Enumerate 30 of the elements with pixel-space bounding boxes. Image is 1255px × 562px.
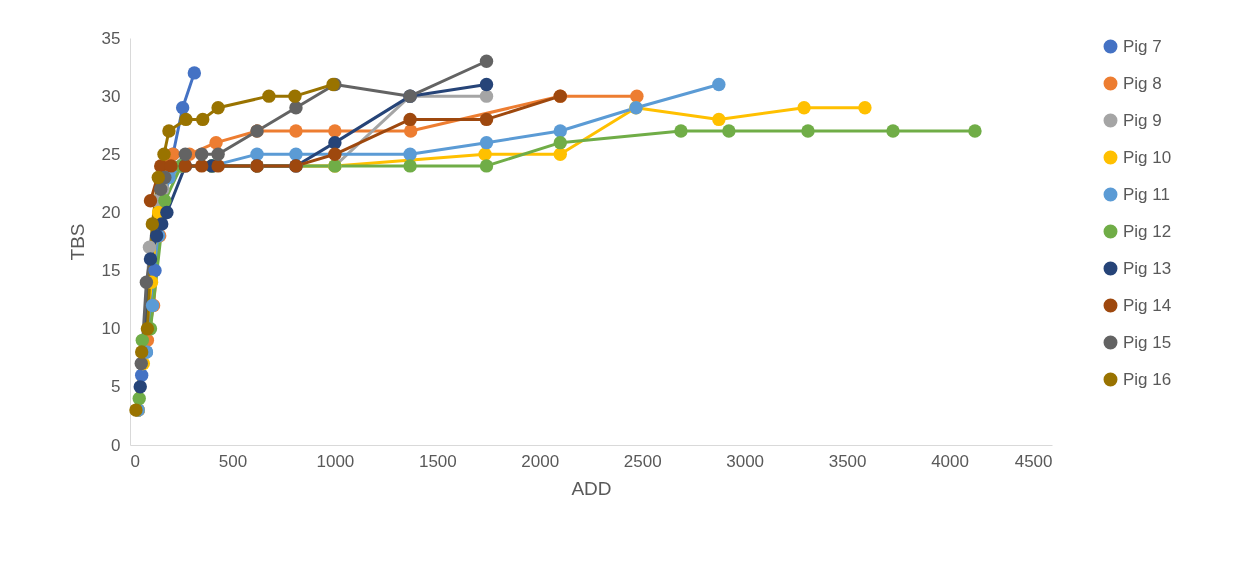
legend-label: Pig 12 bbox=[1123, 221, 1172, 241]
y-axis-title: TBS bbox=[66, 223, 88, 261]
y-tick-label: 30 bbox=[101, 86, 121, 106]
y-tick-label: 35 bbox=[101, 28, 121, 48]
x-tick-label: 500 bbox=[218, 451, 248, 471]
x-tick-label: 1000 bbox=[316, 451, 355, 471]
legend-label: Pig 14 bbox=[1123, 295, 1172, 315]
x-tick-label: 3000 bbox=[726, 451, 765, 471]
legend-label: Pig 13 bbox=[1123, 258, 1172, 278]
legend-label: Pig 11 bbox=[1123, 184, 1170, 204]
y-tick-label: 25 bbox=[101, 144, 121, 164]
y-tick-label: 15 bbox=[101, 261, 121, 281]
x-tick-label: 4000 bbox=[931, 451, 969, 471]
y-tick-label: 10 bbox=[101, 319, 121, 339]
legend-label: Pig 8 bbox=[1123, 73, 1162, 93]
y-tick-label: 20 bbox=[101, 202, 121, 222]
x-tick-label: 2500 bbox=[623, 451, 662, 471]
x-tick-label: 0 bbox=[130, 451, 140, 471]
legend-label: Pig 16 bbox=[1123, 369, 1172, 389]
x-axis-title: ADD bbox=[571, 477, 612, 499]
legend-label: Pig 7 bbox=[1123, 36, 1162, 56]
legend-label: Pig 10 bbox=[1123, 147, 1172, 167]
legend-label: Pig 9 bbox=[1123, 110, 1162, 130]
x-tick-label: 2000 bbox=[521, 451, 560, 471]
y-tick-label: 0 bbox=[111, 435, 121, 455]
x-tick-label: 1500 bbox=[418, 451, 457, 471]
y-tick-label: 5 bbox=[111, 377, 121, 397]
x-tick-label: 3500 bbox=[828, 451, 867, 471]
legend-label: Pig 15 bbox=[1123, 332, 1172, 352]
x-tick-label: 4500 bbox=[1014, 451, 1053, 471]
